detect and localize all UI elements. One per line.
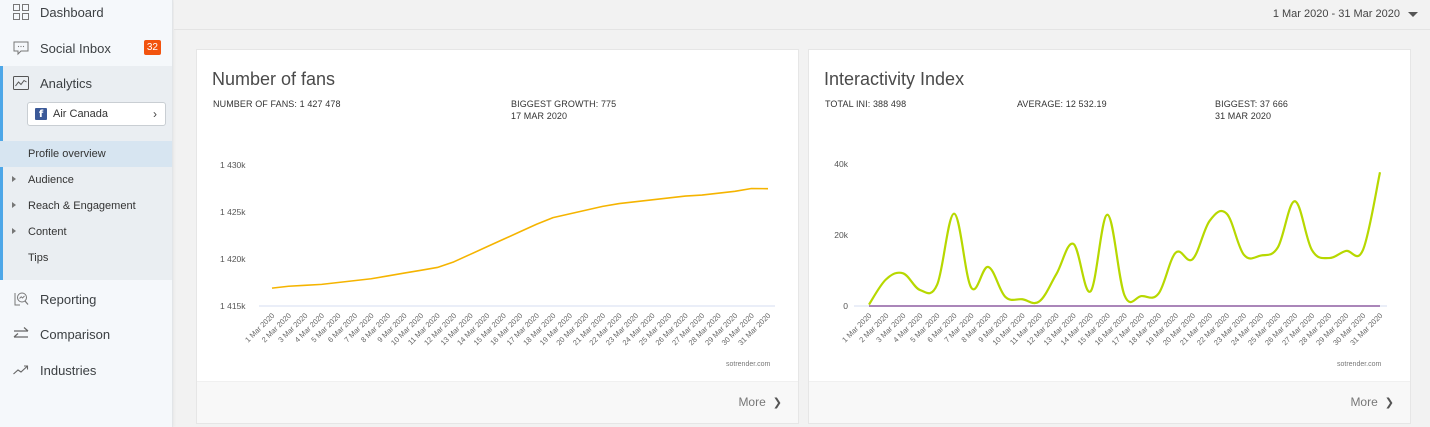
subnav-label: Audience xyxy=(28,174,74,186)
nav-label: Dashboard xyxy=(40,4,104,20)
stat-value: NUMBER OF FANS: 1 427 478 xyxy=(213,99,341,109)
nav-label: Reporting xyxy=(40,291,97,307)
chevron-right-icon: ❯ xyxy=(1384,396,1394,409)
more-button[interactable]: More ❯ xyxy=(1350,395,1394,409)
watermark: sotrender.com xyxy=(1337,361,1382,368)
biggest-stat: BIGGEST: 37 666 31 MAR 2020 xyxy=(1215,98,1288,122)
chevron-right-icon: › xyxy=(153,107,157,121)
biggest-growth-stat: BIGGEST GROWTH: 775 17 MAR 2020 xyxy=(511,98,616,122)
stat-value: BIGGEST: 37 666 xyxy=(1215,99,1289,109)
sidebar: Dashboard Social Inbox 32 Analytics f Ai… xyxy=(0,0,173,427)
swap-arrows-icon xyxy=(12,325,30,343)
chevron-right-icon: ❯ xyxy=(772,396,782,409)
card-footer: More ❯ xyxy=(809,381,1410,423)
y-tick-label: 0 xyxy=(843,301,848,311)
stat-value: TOTAL INI: 388 498 xyxy=(825,99,907,109)
analytics-icon xyxy=(12,74,30,92)
nav-label: Analytics xyxy=(40,75,93,91)
account-selector[interactable]: f Air Canada › xyxy=(27,102,166,126)
date-range-label: 1 Mar 2020 - 31 Mar 2020 xyxy=(1272,8,1400,20)
nav-reporting[interactable]: Reporting xyxy=(0,282,172,316)
y-tick-label: 1 420k xyxy=(220,254,246,264)
chat-icon xyxy=(12,39,30,57)
more-label: More xyxy=(1350,395,1378,409)
expand-triangle-icon xyxy=(12,202,16,208)
stat-value: AVERAGE: 12 532.19 xyxy=(1017,99,1107,109)
subnav-profile-overview[interactable]: Profile overview xyxy=(0,141,172,167)
y-tick-label: 20k xyxy=(834,230,848,240)
subnav-label: Tips xyxy=(28,252,49,264)
subnav-content[interactable]: Content xyxy=(0,219,172,245)
facebook-icon: f xyxy=(35,108,47,120)
report-icon xyxy=(12,290,30,308)
card-title: Interactivity Index xyxy=(824,69,965,89)
grid-icon xyxy=(12,3,30,21)
nav-social-inbox[interactable]: Social Inbox 32 xyxy=(0,31,172,65)
card-footer: More ❯ xyxy=(197,381,798,423)
nav-dashboard[interactable]: Dashboard xyxy=(0,0,172,29)
more-label: More xyxy=(738,395,766,409)
expand-triangle-icon xyxy=(12,176,16,182)
subnav-label: Reach & Engagement xyxy=(28,200,136,212)
account-name: Air Canada xyxy=(53,108,109,120)
subnav-tips[interactable]: Tips xyxy=(0,245,172,271)
caret-down-icon xyxy=(1408,11,1418,17)
nav-industries[interactable]: Industries xyxy=(0,353,172,387)
nav-label: Social Inbox xyxy=(40,40,111,56)
expand-triangle-icon xyxy=(12,228,16,234)
y-tick-label: 40k xyxy=(834,159,848,169)
series-line-ini xyxy=(868,172,1382,306)
date-range-picker[interactable]: 1 Mar 2020 - 31 Mar 2020 xyxy=(1273,8,1418,20)
fans-card: Number of fans NUMBER OF FANS: 1 427 478… xyxy=(196,49,799,424)
nav-comparison[interactable]: Comparison xyxy=(0,317,172,351)
nav-analytics[interactable]: Analytics xyxy=(0,66,172,100)
y-tick-label: 1 430k xyxy=(220,160,246,170)
top-bar: 1 Mar 2020 - 31 Mar 2020 xyxy=(174,0,1430,30)
y-tick-label: 1 415k xyxy=(220,301,246,311)
average-stat: AVERAGE: 12 532.19 xyxy=(1017,98,1107,110)
total-ini-stat: TOTAL INI: 388 498 xyxy=(825,98,906,110)
subnav-audience[interactable]: Audience xyxy=(0,167,172,193)
trend-up-icon xyxy=(12,361,30,379)
stat-date: 31 MAR 2020 xyxy=(1215,111,1272,121)
analytics-section: Analytics xyxy=(0,66,172,280)
nav-label: Industries xyxy=(40,362,97,378)
series-line-fans xyxy=(271,187,769,289)
nav-label: Comparison xyxy=(40,326,111,342)
inbox-count-badge: 32 xyxy=(143,40,161,55)
y-tick-label: 1 425k xyxy=(220,207,246,217)
interactivity-card: Interactivity Index TOTAL INI: 388 498 A… xyxy=(808,49,1411,424)
stat-value: BIGGEST GROWTH: 775 xyxy=(511,99,617,109)
subnav-label: Content xyxy=(28,226,67,238)
stat-date: 17 MAR 2020 xyxy=(511,111,568,121)
subnav-reach-engagement[interactable]: Reach & Engagement xyxy=(0,193,172,219)
subnav-label: Profile overview xyxy=(28,148,106,160)
watermark: sotrender.com xyxy=(726,361,771,368)
total-fans-stat: NUMBER OF FANS: 1 427 478 xyxy=(213,98,341,110)
more-button[interactable]: More ❯ xyxy=(738,395,782,409)
card-title: Number of fans xyxy=(212,69,336,89)
